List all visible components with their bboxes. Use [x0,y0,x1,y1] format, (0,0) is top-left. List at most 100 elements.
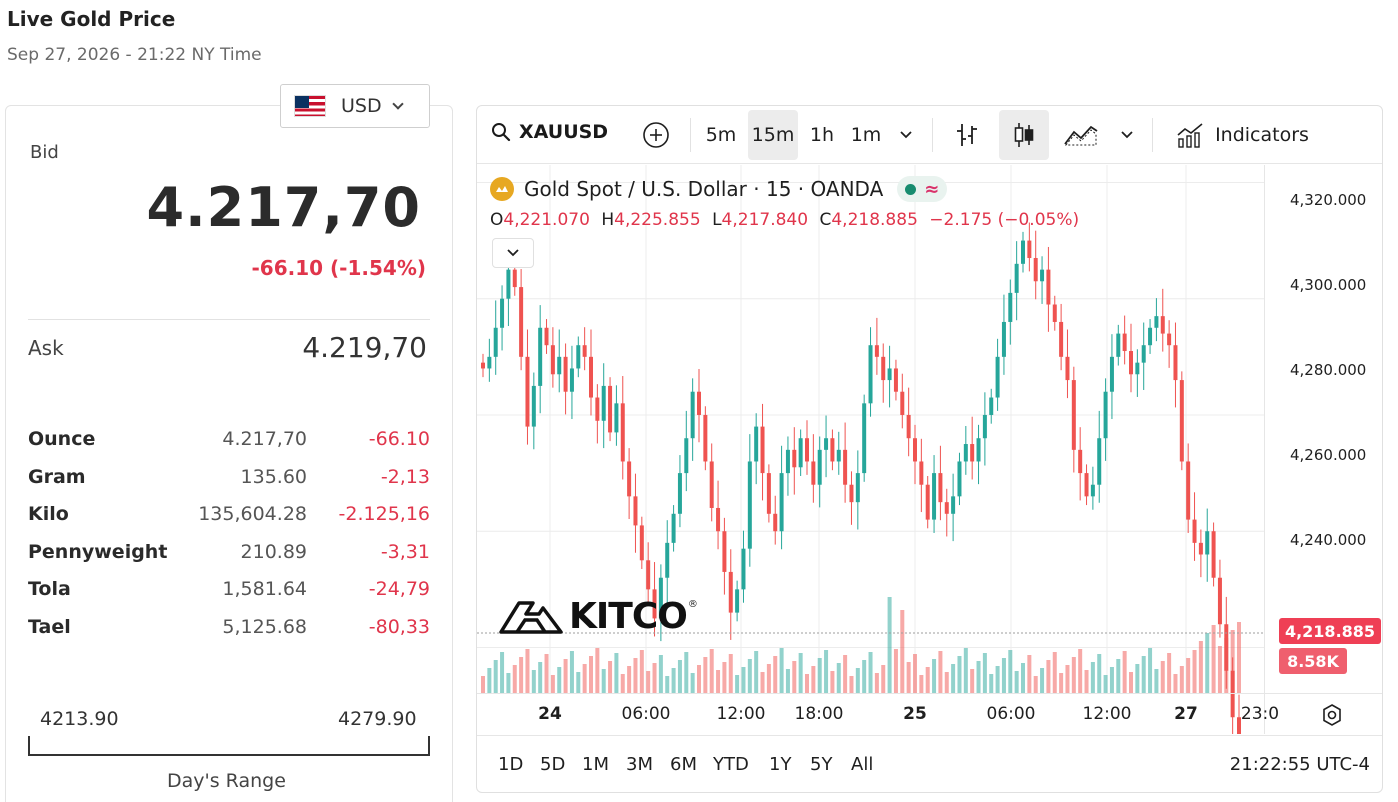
candle-body [633,496,638,526]
candle-body [957,461,962,497]
candle-body [989,397,994,415]
time-tick: 06:00 [986,704,1036,724]
volume-bar [1109,667,1114,694]
kitco-wordmark: KITCO [569,596,688,637]
candlestick-chart[interactable] [477,165,1264,734]
time-tick: 12:00 [1082,704,1132,724]
candle-body [1033,258,1038,282]
unit-price: 210.89 [240,540,307,563]
candle-body [716,507,721,532]
volume-bar [938,651,943,694]
candle-body [1021,240,1025,264]
candle-body [747,461,752,549]
candle-body [995,356,1000,398]
volume-bar [1148,648,1153,694]
candle-body [538,327,543,386]
candles [481,222,1241,734]
price-axis[interactable]: 4,320.000 4,300.000 4,280.000 4,260.000 … [1264,165,1382,734]
candle-body [1109,356,1114,392]
volume-bar [716,670,721,694]
candles-style-button[interactable] [999,110,1049,160]
candle-body [576,345,581,369]
time-axis[interactable]: 24 06:00 12:00 18:00 25 06:00 12:00 27 2… [477,693,1382,735]
candle-body [620,403,625,462]
interval-5m[interactable]: 5m [705,124,737,146]
range-button-1m[interactable]: 1M [582,754,609,775]
indicators-label: Indicators [1215,124,1309,146]
volume-bar [563,659,568,694]
us-flag-icon [294,95,326,117]
compare-symbol-button[interactable] [639,110,673,160]
candle-body [849,484,854,503]
volume-bar [868,652,873,694]
market-open-dot-icon [905,183,917,195]
interval-15m[interactable]: 15m [748,110,798,160]
range-button-5y[interactable]: 5Y [810,754,833,775]
range-button-1y[interactable]: 1Y [769,754,792,775]
ohlc-bars-icon [957,124,977,146]
candle-body [1173,345,1178,381]
volume-bar [728,654,733,694]
volume-bar [836,663,841,694]
price-tick: 4,280.000 [1290,361,1367,379]
candle-body [874,345,879,357]
volume-bar [589,656,593,694]
volume-bar [824,650,829,694]
bid-label: Bid [30,142,59,163]
candle-body [1059,321,1064,357]
range-button-6m[interactable]: 6M [670,754,697,775]
chevron-down-icon [1121,131,1133,139]
market-status-pill[interactable]: ≈ [897,176,948,202]
range-button-1d[interactable]: 1D [498,754,524,775]
symbol-search[interactable]: XAUUSD [491,121,608,143]
candle-body [792,449,797,468]
indicators-button[interactable]: Indicators [1167,110,1317,160]
volume-bar [1192,650,1197,694]
legend-collapse-button[interactable] [492,238,534,268]
interval-dropdown[interactable] [891,110,921,160]
volume-bar [601,669,606,694]
volume-bar [932,659,937,694]
toolbar-separator [690,118,691,152]
date-range-bar: 1D 5D 1M 3M 6M YTD 1Y 5Y All 21:22:55 UT… [477,735,1382,792]
volume-bar [1141,656,1146,694]
candle-body [963,444,968,462]
candle-body [1071,380,1076,450]
volume-bar [747,659,752,694]
volume-bar [1084,670,1089,694]
volume-bar [785,669,790,694]
volume-bar [1154,669,1159,694]
candle-body [938,473,943,503]
interval-1h[interactable]: 1h [809,124,835,146]
range-button-all[interactable]: All [851,754,874,775]
range-button-ytd[interactable]: YTD [713,754,749,775]
candle-body [913,438,917,462]
candle-body [830,438,835,462]
range-button-5d[interactable]: 5D [540,754,566,775]
candlestick-icon [1014,123,1034,147]
chart-settings-button[interactable] [1319,702,1345,728]
candle-body [951,496,956,514]
volume-bar [576,672,581,694]
candle-body [671,513,676,543]
volume-bar [512,665,517,694]
candle-body [906,414,911,439]
candle-body [766,473,771,514]
volume-bar [843,655,848,694]
currency-selector[interactable]: USD [280,84,430,128]
volume-bar [1001,658,1006,694]
range-low: 4213.90 [40,708,119,730]
unit-change: -80,33 [368,615,430,638]
interval-1m[interactable]: 1m [850,124,882,146]
candle-body [614,403,619,433]
time-tick: 24 [538,704,562,724]
candle-body [887,368,892,381]
chart-type-dropdown[interactable] [1113,110,1141,160]
range-button-3m[interactable]: 3M [626,754,653,775]
area-style-button[interactable] [1059,110,1103,160]
candle-body [932,473,937,520]
candle-body [919,461,924,485]
bar-style-button[interactable] [947,110,987,160]
unit-name: Tola [28,578,71,601]
registered-icon: ® [687,599,698,610]
